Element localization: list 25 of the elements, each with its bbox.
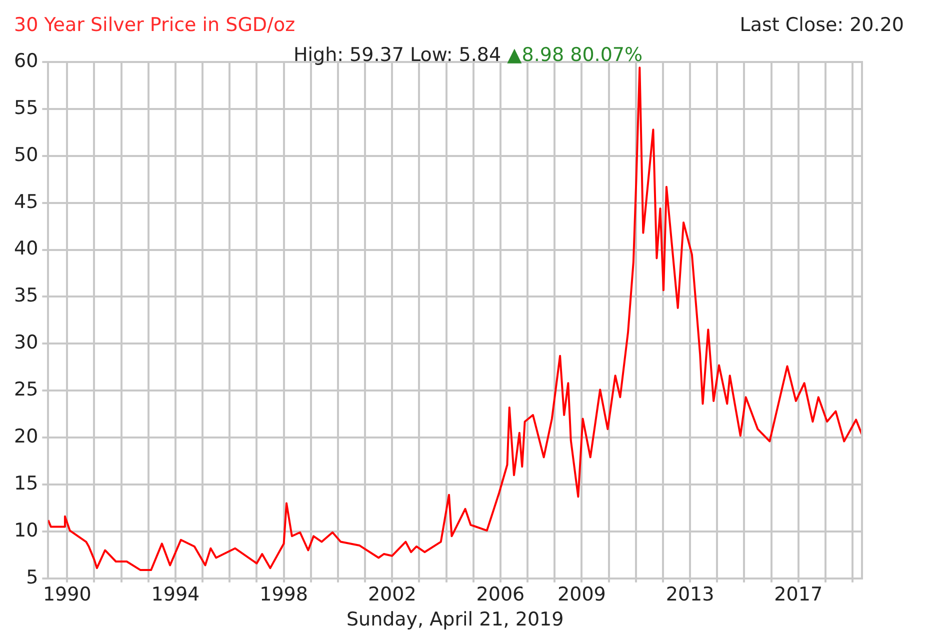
y-tick-label: 35 xyxy=(14,284,38,307)
x-tick-label: 2006 xyxy=(476,584,525,606)
y-tick-label: 30 xyxy=(14,332,38,354)
chart-subtitle: High: 59.37 Low: 5.84 xyxy=(293,44,502,66)
chart-title: 30 Year Silver Price in SGD/oz xyxy=(14,14,296,36)
x-tick-label: 1998 xyxy=(260,584,308,606)
y-tick-label: 20 xyxy=(14,426,38,448)
x-tick-label: 2017 xyxy=(774,584,823,606)
x-tick-label: 2009 xyxy=(558,584,606,606)
text: Last Close: 20.20 xyxy=(740,14,904,36)
annotation: ▲8.98 80.07% xyxy=(507,44,643,66)
y-tick-label: 5 xyxy=(26,566,38,588)
y-tick-label: 55 xyxy=(14,96,38,119)
x-tick-label: 2002 xyxy=(368,584,416,606)
y-tick-label: 25 xyxy=(14,378,38,401)
x-tick-label: 1990 xyxy=(42,584,92,606)
x-axis-title: Sunday, April 21, 2019 xyxy=(346,608,564,631)
y-tick-label: 50 xyxy=(14,144,38,166)
y-tick-label: 60 xyxy=(14,50,38,72)
y-tick-label: 40 xyxy=(14,238,38,260)
y-tick-label: 10 xyxy=(14,519,38,542)
x-tick-label: 1994 xyxy=(151,584,200,606)
y-tick-label: 15 xyxy=(14,472,38,494)
x-tick-label: 2013 xyxy=(666,584,714,606)
y-tick-label: 45 xyxy=(14,190,38,213)
